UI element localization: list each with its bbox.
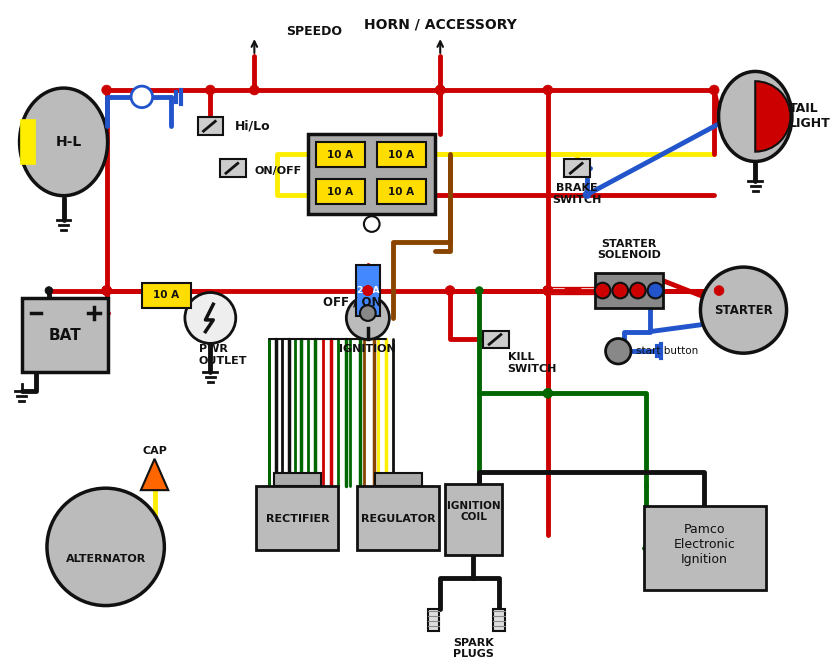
Bar bbox=[377, 179, 425, 205]
Ellipse shape bbox=[19, 88, 108, 195]
Text: 10 A: 10 A bbox=[388, 187, 414, 197]
Circle shape bbox=[205, 85, 215, 95]
Circle shape bbox=[648, 283, 663, 298]
Text: SPEEDO: SPEEDO bbox=[286, 25, 342, 38]
Bar bbox=[198, 118, 223, 135]
Bar bbox=[377, 142, 425, 167]
Text: TAIL
LIGHT: TAIL LIGHT bbox=[788, 102, 831, 130]
Circle shape bbox=[543, 286, 553, 296]
Circle shape bbox=[445, 286, 455, 296]
Circle shape bbox=[102, 85, 112, 95]
Text: IGNITION
COIL: IGNITION COIL bbox=[447, 501, 500, 522]
Bar bbox=[142, 283, 191, 308]
Circle shape bbox=[630, 283, 646, 298]
Text: ALTERNATOR: ALTERNATOR bbox=[66, 554, 146, 563]
Circle shape bbox=[363, 286, 373, 296]
Text: CAP: CAP bbox=[142, 446, 167, 456]
Circle shape bbox=[612, 283, 628, 298]
Text: STARTER
SOLENOID: STARTER SOLENOID bbox=[597, 239, 661, 260]
Text: OFF / ON: OFF / ON bbox=[323, 296, 381, 309]
Bar bbox=[644, 506, 766, 590]
Text: 10 A: 10 A bbox=[388, 150, 414, 160]
Text: Pamco
Electronic
Ignition: Pamco Electronic Ignition bbox=[673, 523, 736, 567]
Circle shape bbox=[185, 292, 236, 343]
Circle shape bbox=[45, 286, 53, 294]
Circle shape bbox=[363, 286, 373, 296]
Circle shape bbox=[364, 216, 379, 232]
Text: H-L: H-L bbox=[55, 135, 82, 149]
Text: STARTER: STARTER bbox=[714, 304, 773, 316]
Text: ON/OFF: ON/OFF bbox=[254, 166, 301, 176]
Circle shape bbox=[435, 85, 445, 95]
Text: 10 A: 10 A bbox=[153, 290, 179, 300]
Text: Hi/Lo: Hi/Lo bbox=[235, 120, 270, 132]
Bar bbox=[565, 159, 590, 177]
Circle shape bbox=[346, 296, 389, 339]
Wedge shape bbox=[756, 81, 791, 152]
Bar bbox=[256, 486, 339, 550]
Text: RECTIFIER: RECTIFIER bbox=[265, 514, 329, 524]
Bar bbox=[357, 486, 440, 550]
Circle shape bbox=[363, 286, 373, 296]
Bar bbox=[428, 609, 440, 631]
Bar bbox=[483, 330, 509, 349]
Text: HORN / ACCESSORY: HORN / ACCESSORY bbox=[364, 17, 517, 31]
Circle shape bbox=[102, 286, 112, 296]
Circle shape bbox=[701, 267, 786, 353]
Bar bbox=[445, 484, 502, 555]
Text: IGNITION: IGNITION bbox=[339, 345, 396, 355]
Circle shape bbox=[605, 339, 631, 364]
Text: PWR
OUTLET: PWR OUTLET bbox=[198, 345, 247, 366]
Text: BAT: BAT bbox=[48, 328, 81, 343]
Circle shape bbox=[714, 286, 724, 296]
Bar bbox=[356, 265, 379, 316]
Circle shape bbox=[435, 85, 445, 95]
Text: 10 A: 10 A bbox=[328, 187, 354, 197]
Bar bbox=[316, 179, 365, 205]
Bar bbox=[308, 134, 435, 214]
Circle shape bbox=[543, 286, 553, 296]
Bar bbox=[595, 273, 663, 308]
Circle shape bbox=[131, 86, 153, 108]
Text: start button: start button bbox=[636, 347, 698, 356]
Circle shape bbox=[543, 286, 553, 296]
Text: 10 A: 10 A bbox=[328, 150, 354, 160]
Circle shape bbox=[543, 85, 553, 95]
Bar bbox=[316, 142, 365, 167]
Circle shape bbox=[543, 389, 553, 398]
Text: REGULATOR: REGULATOR bbox=[361, 514, 435, 524]
Bar bbox=[220, 159, 245, 177]
Circle shape bbox=[709, 85, 719, 95]
Circle shape bbox=[102, 286, 112, 296]
Polygon shape bbox=[141, 459, 168, 490]
Text: 20 A: 20 A bbox=[357, 286, 379, 295]
Bar bbox=[19, 119, 35, 165]
Text: SPARK
PLUGS: SPARK PLUGS bbox=[453, 638, 494, 660]
Circle shape bbox=[249, 85, 259, 95]
Bar bbox=[22, 298, 108, 372]
Circle shape bbox=[543, 286, 553, 296]
Bar bbox=[493, 609, 505, 631]
Circle shape bbox=[583, 191, 590, 199]
Bar bbox=[374, 472, 422, 486]
Text: KILL
SWITCH: KILL SWITCH bbox=[508, 352, 557, 374]
Ellipse shape bbox=[719, 72, 792, 161]
Bar bbox=[274, 472, 321, 486]
Circle shape bbox=[102, 286, 112, 296]
Circle shape bbox=[475, 286, 483, 294]
Circle shape bbox=[595, 283, 610, 298]
Circle shape bbox=[360, 305, 375, 321]
Text: BRAKE
SWITCH: BRAKE SWITCH bbox=[552, 183, 602, 205]
Circle shape bbox=[47, 488, 164, 605]
